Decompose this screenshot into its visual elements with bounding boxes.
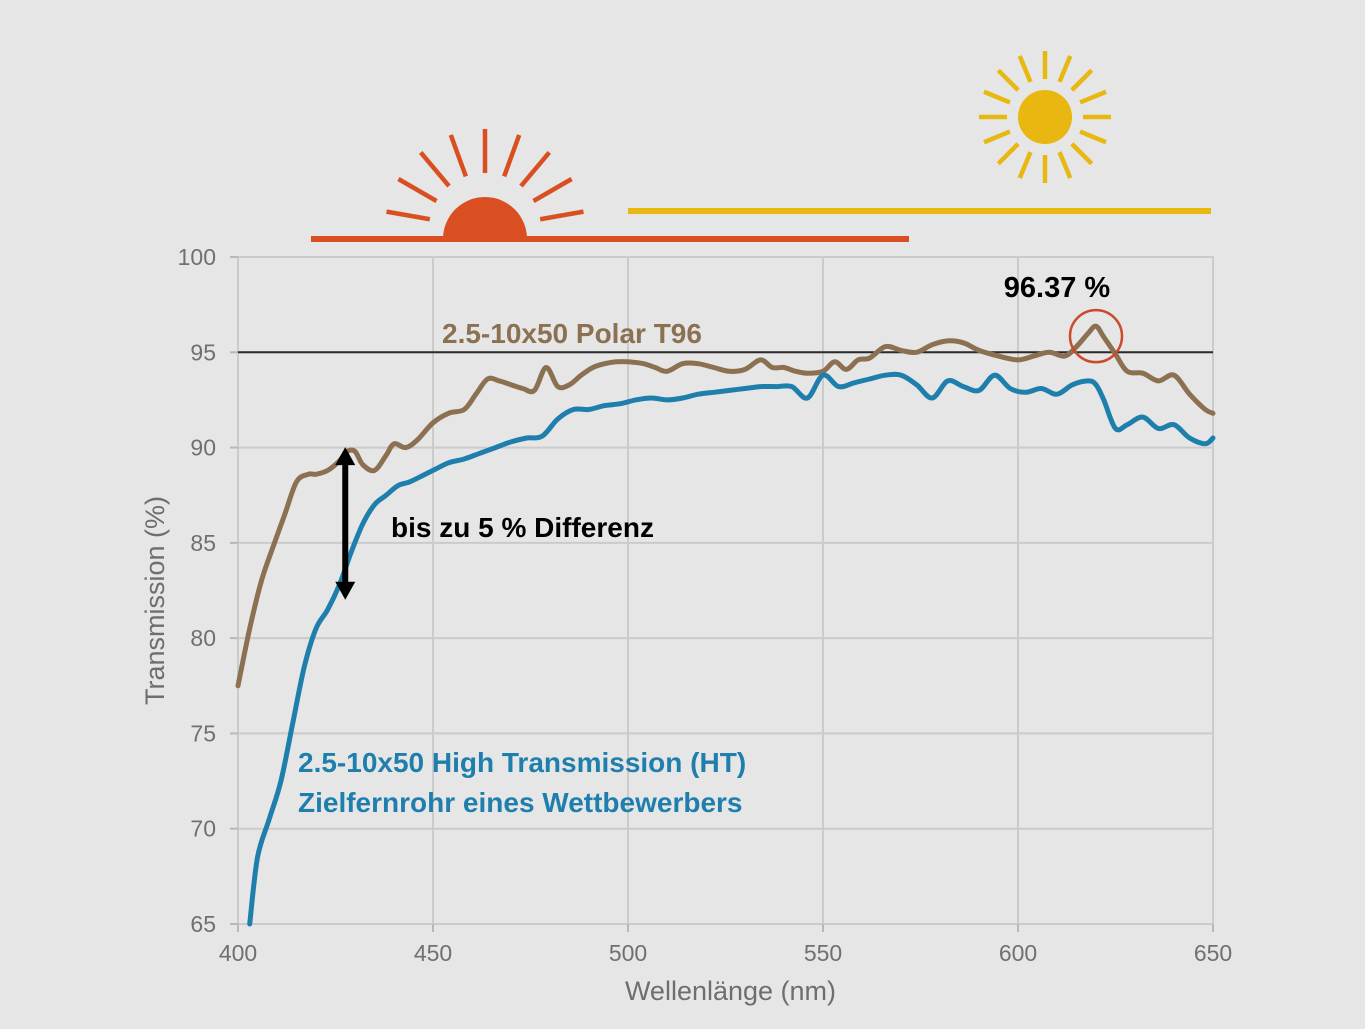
sunrise-ray-8 xyxy=(539,209,584,222)
y-tick-label-70: 70 xyxy=(190,816,216,842)
y-tick-label-80: 80 xyxy=(190,625,216,651)
sunrise-ray-1 xyxy=(397,177,438,203)
sun-ray-1 xyxy=(1079,129,1107,145)
y-tick-label-95: 95 xyxy=(190,339,216,365)
sunrise-disc xyxy=(443,197,527,239)
peak-label: 96.37 % xyxy=(1004,272,1111,304)
sun-ray-10 xyxy=(996,68,1020,92)
annotations: 2.5-10x50 Polar T96 2.5-10x50 High Transm… xyxy=(298,272,1124,818)
x-tick-label-450: 450 xyxy=(414,940,452,966)
x-axis-label: Wellenlänge (nm) xyxy=(625,976,836,1006)
sun-disc xyxy=(1018,90,1072,144)
sun-ray-15 xyxy=(1079,89,1107,105)
difference-arrow-head-bottom xyxy=(335,581,356,600)
y-tick-label-90: 90 xyxy=(190,435,216,461)
sun-ray-14 xyxy=(1070,68,1094,92)
sun-ray-13 xyxy=(1057,55,1073,83)
series-label-polar-t96: 2.5-10x50 Polar T96 xyxy=(442,318,702,349)
series-line-polar-t96 xyxy=(235,323,1216,689)
difference-label: bis zu 5 % Differenz xyxy=(391,512,654,543)
x-tick-label-600: 600 xyxy=(999,940,1037,966)
sunrise-ray-2 xyxy=(418,150,451,188)
sun-ray-6 xyxy=(996,142,1020,166)
series-label-ht-line-2: Zielfernrohr eines Wettbewerbers xyxy=(298,787,743,818)
x-tick-label-500: 500 xyxy=(609,940,647,966)
series-label-ht-line-1: 2.5-10x50 High Transmission (HT) xyxy=(298,747,746,778)
x-tick-label-400: 400 xyxy=(219,940,257,966)
series-line-ht-competitor xyxy=(247,371,1216,927)
sunrise-icon xyxy=(386,129,584,239)
y-tick-label-100: 100 xyxy=(178,244,216,270)
difference-arrow-head-top xyxy=(335,447,356,466)
sun-ray-9 xyxy=(983,89,1011,105)
y-axis-label: Transmission (%) xyxy=(140,496,170,705)
sun-ray-7 xyxy=(983,129,1011,145)
axes: 400 450 500 550 600 650 65 70 75 80 85 90 95 100 Welle… xyxy=(140,244,1232,1006)
sun-ray-3 xyxy=(1057,151,1073,179)
x-tick-label-650: 650 xyxy=(1194,940,1232,966)
sun-ray-2 xyxy=(1070,142,1094,166)
peak-marker-circle xyxy=(1068,308,1124,364)
sunrise-ray-0 xyxy=(386,209,431,222)
x-tick-label-550: 550 xyxy=(804,940,842,966)
sun-ray-11 xyxy=(1017,55,1033,83)
y-tick-label-65: 65 xyxy=(190,911,216,937)
sun-ray-5 xyxy=(1017,151,1033,179)
sunrise-ray-7 xyxy=(532,177,573,203)
series-layer xyxy=(235,323,1216,927)
sunrise-ray-3 xyxy=(448,134,468,178)
decorations xyxy=(311,51,1211,242)
sunrise-ray-6 xyxy=(519,150,552,188)
y-tick-label-85: 85 xyxy=(190,530,216,556)
sunrise-ray-5 xyxy=(502,134,522,178)
y-tick-label-75: 75 xyxy=(190,720,216,746)
sun-icon xyxy=(979,51,1111,183)
